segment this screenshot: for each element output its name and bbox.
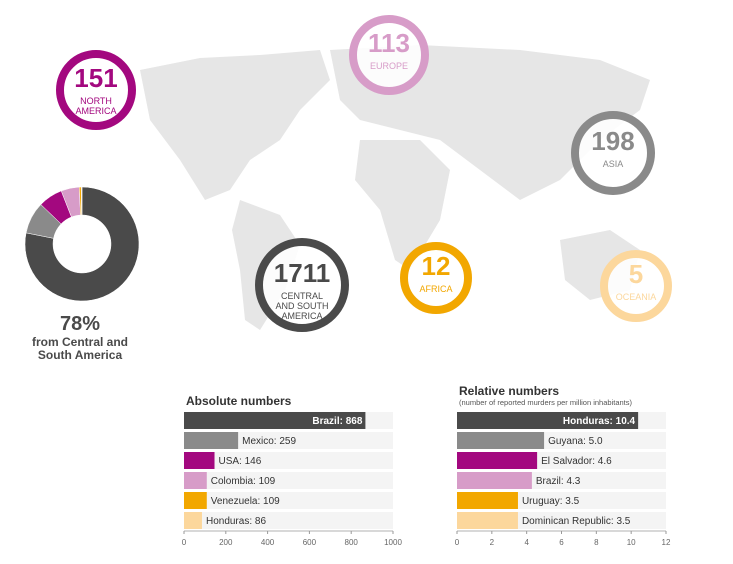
row-band bbox=[184, 492, 393, 509]
x-tick-label: 0 bbox=[455, 538, 460, 547]
chart-title: Relative numbers bbox=[459, 384, 559, 398]
x-tick-label: 2 bbox=[490, 538, 495, 547]
region-value: 198 bbox=[591, 126, 634, 156]
region-value: 12 bbox=[422, 251, 451, 281]
value-label: Colombia: 109 bbox=[211, 476, 276, 487]
region-label: OCEANIA bbox=[615, 292, 657, 302]
bar bbox=[457, 412, 639, 429]
region-label: NORTH AMERICA bbox=[75, 96, 117, 116]
bar bbox=[457, 492, 518, 509]
row-band bbox=[184, 512, 393, 529]
x-tick-label: 400 bbox=[261, 538, 275, 547]
bar bbox=[184, 452, 215, 469]
value-label: Honduras: 10.4 bbox=[563, 416, 636, 427]
bar bbox=[184, 512, 202, 529]
x-tick-label: 800 bbox=[345, 538, 359, 547]
row-band bbox=[184, 452, 393, 469]
value-label: Brazil: 868 bbox=[312, 416, 362, 427]
region-value: 1711 bbox=[274, 258, 330, 288]
region-label: AFRICA bbox=[419, 284, 453, 294]
value-label: Honduras: 86 bbox=[206, 516, 266, 527]
x-tick-label: 4 bbox=[524, 538, 529, 547]
region-ring bbox=[255, 238, 349, 332]
x-tick-label: 10 bbox=[627, 538, 636, 547]
chart-subtitle: (number of reported murders per million … bbox=[459, 398, 632, 407]
bar bbox=[184, 432, 239, 449]
value-label: Mexico: 259 bbox=[242, 436, 296, 447]
bar bbox=[457, 432, 545, 449]
row-band bbox=[184, 472, 393, 489]
value-label: El Salvador: 4.6 bbox=[541, 456, 612, 467]
x-tick-label: 0 bbox=[182, 538, 187, 547]
chart-title: Absolute numbers bbox=[186, 394, 292, 408]
bar bbox=[184, 492, 207, 509]
region-value: 151 bbox=[74, 63, 117, 93]
value-label: Venezuela: 109 bbox=[211, 496, 280, 507]
region-label: EUROPE bbox=[369, 61, 408, 71]
pie-slice bbox=[24, 186, 140, 302]
region-label: ASIA bbox=[602, 159, 624, 169]
region-ring bbox=[600, 250, 672, 322]
value-label: Brazil: 4.3 bbox=[536, 476, 581, 487]
x-tick-label: 1000 bbox=[384, 538, 402, 547]
region-value: 5 bbox=[629, 259, 643, 289]
value-label: Uruguay: 3.5 bbox=[522, 496, 580, 507]
x-tick-label: 600 bbox=[303, 538, 317, 547]
x-tick-label: 12 bbox=[662, 538, 671, 547]
annotation: 78% bbox=[59, 313, 101, 335]
value-label: Dominican Republic: 3.5 bbox=[522, 516, 631, 527]
bar bbox=[457, 472, 532, 489]
region-label: CENTRAL AND SOUTH AMERICA bbox=[275, 291, 329, 321]
bar bbox=[457, 452, 538, 469]
pie-slice bbox=[80, 186, 83, 216]
region-value: 113 bbox=[368, 28, 410, 58]
region-ring bbox=[400, 242, 472, 314]
annotation: from Central and South America bbox=[31, 335, 128, 362]
value-label: Guyana: 5.0 bbox=[548, 436, 603, 447]
region-ring bbox=[571, 111, 655, 195]
bar bbox=[184, 472, 207, 489]
bar bbox=[184, 412, 366, 429]
region-ring bbox=[349, 15, 429, 95]
value-label: USA: 146 bbox=[219, 456, 262, 467]
x-tick-label: 200 bbox=[219, 538, 233, 547]
region-ring bbox=[56, 50, 136, 130]
bar bbox=[457, 512, 518, 529]
x-tick-label: 6 bbox=[559, 538, 564, 547]
x-tick-label: 8 bbox=[594, 538, 599, 547]
